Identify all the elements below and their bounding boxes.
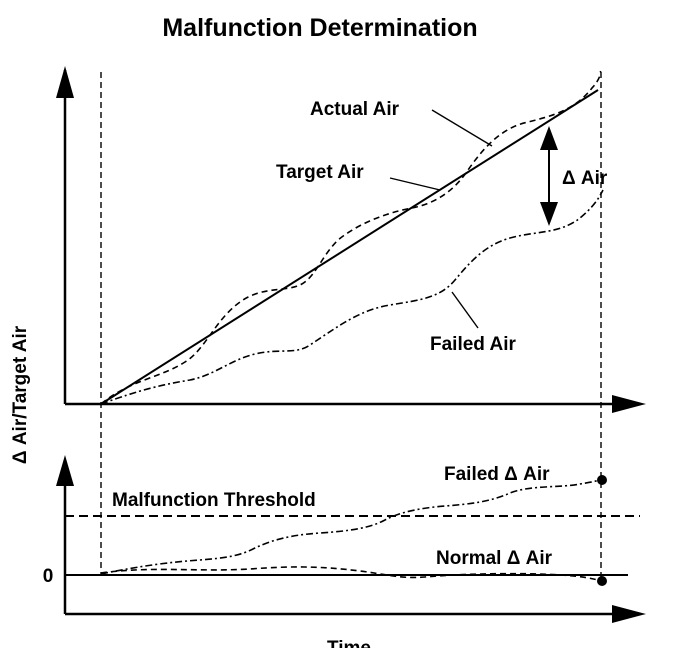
lower-y-arrowhead — [56, 455, 74, 486]
diagram-title: Malfunction Determination — [162, 14, 477, 42]
zero-tick-label: 0 — [43, 566, 54, 587]
failed-delta-air-curve — [100, 478, 602, 575]
failed-air-curve — [100, 189, 604, 405]
failed-air-label: Failed Air — [430, 334, 516, 355]
upper-axes — [56, 66, 646, 413]
upper-x-arrowhead — [612, 395, 646, 413]
normal-delta-endpoint — [597, 576, 607, 586]
lower-axes: 0 — [43, 455, 646, 623]
actual-air-label: Actual Air — [310, 99, 400, 120]
target-air-line — [100, 89, 599, 405]
delta-air-indicator — [540, 126, 558, 226]
failed-delta-endpoint — [597, 475, 607, 485]
upper-y-arrowhead — [56, 66, 74, 98]
normal-delta-air-label: Normal Δ Air — [436, 548, 553, 569]
normal-delta-air-curve — [100, 566, 602, 582]
delta-air-label: Δ Air — [562, 168, 608, 189]
failed-air-leader — [451, 291, 479, 329]
malfunction-threshold-label: Malfunction Threshold — [112, 490, 316, 511]
lower-x-arrowhead — [612, 605, 646, 623]
y-axis-label: Δ Air/Target Air — [10, 325, 31, 464]
target-air-leader — [389, 177, 441, 191]
x-axis-label: Time — [327, 638, 371, 648]
failed-delta-air-label: Failed Δ Air — [444, 464, 550, 485]
actual-air-curve — [100, 70, 602, 405]
target-air-label: Target Air — [276, 162, 364, 183]
actual-air-leader — [431, 109, 493, 147]
